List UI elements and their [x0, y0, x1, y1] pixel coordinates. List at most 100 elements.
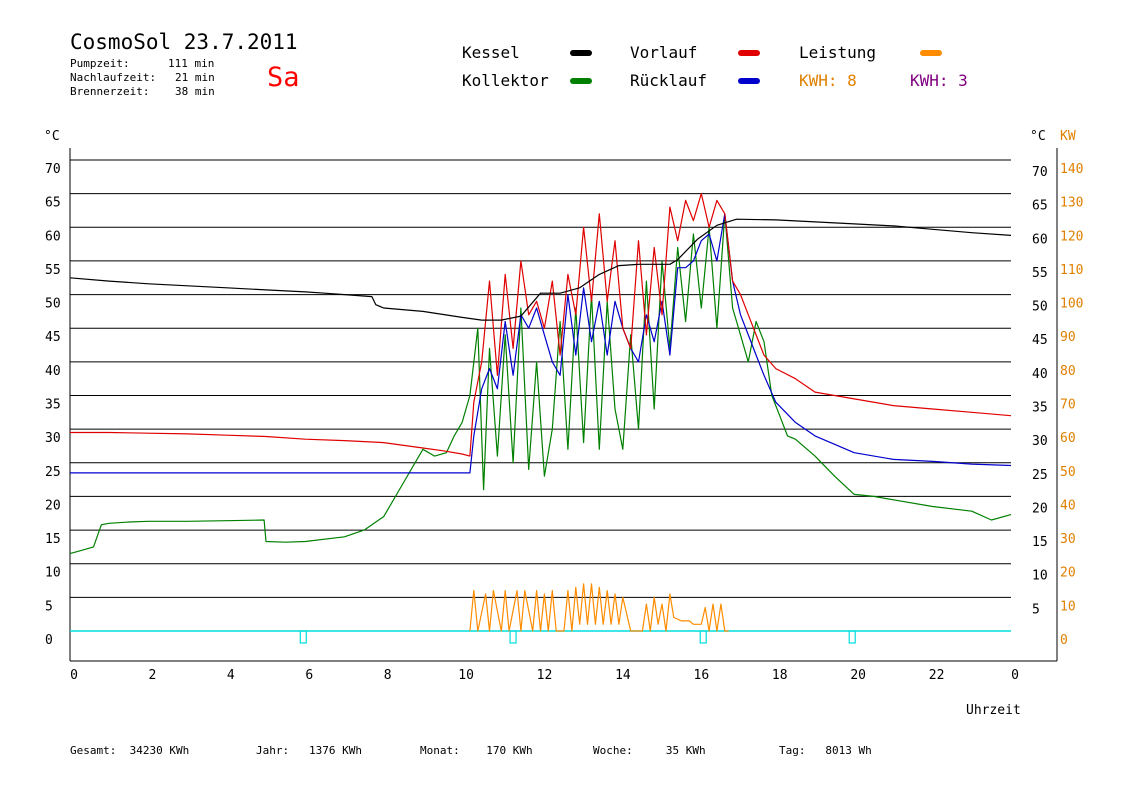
y-tick-right-power: 140 [1060, 162, 1083, 177]
y-tick-right-temp: 60 [1032, 232, 1048, 247]
y-tick-right-power: 0 [1060, 633, 1068, 648]
y-tick-left: 45 [45, 330, 61, 345]
y-tick-right-power: 80 [1060, 364, 1076, 379]
footer-monat: Monat: 170 KWh [420, 744, 533, 757]
monat-value: 170 KWh [486, 744, 533, 757]
footer-gesamt: Gesamt: 34230 KWh [70, 744, 189, 757]
y-tick-right-power: 50 [1060, 465, 1076, 480]
y-tick-right-temp: 40 [1032, 367, 1048, 382]
legend-ruecklauf-swatch [738, 78, 760, 84]
series-kessel [69, 218, 1012, 321]
grid-lines [70, 159, 1011, 598]
legend-kessel-swatch [570, 50, 592, 56]
nachlaufzeit-value: 21 min [175, 71, 215, 84]
kwh-solar-value: 8 [847, 71, 857, 90]
y-tick-right-temp: 5 [1032, 602, 1040, 617]
y-tick-right-power: 40 [1060, 498, 1076, 513]
x-tick-label: 2 [149, 668, 157, 683]
y-tick-right-temp: 20 [1032, 501, 1048, 516]
y-tick-left: 70 [45, 162, 61, 177]
y-axis-unit-right-power: KW [1060, 129, 1076, 144]
kwh-solar-label: KWH: [799, 71, 838, 90]
data-series [69, 193, 1012, 632]
x-tick-label: 0 [70, 668, 78, 683]
y-tick-right-power: 20 [1060, 566, 1076, 581]
y-tick-left: 10 [45, 566, 61, 581]
kwh-brenner-value: 3 [958, 71, 968, 90]
series-kollektor [69, 213, 1012, 555]
y-tick-right-power: 70 [1060, 398, 1076, 413]
y-tick-left: 55 [45, 263, 61, 278]
series-leistung [469, 583, 729, 632]
y-tick-left: 20 [45, 498, 61, 513]
legend-leistung-label: Leistung [799, 43, 877, 62]
legend-vorlauf-label: Vorlauf [630, 43, 698, 62]
y-tick-right-temp: 30 [1032, 434, 1048, 449]
nachlaufzeit-label: Nachlaufzeit: [70, 71, 157, 84]
x-tick-label: 4 [227, 668, 235, 683]
tick-labels: 0510152025303540455055606570510152025303… [45, 162, 1083, 683]
x-axis-label: Uhrzeit [966, 703, 1021, 718]
footer-jahr: Jahr: 1376 KWh [256, 744, 362, 757]
x-tick-label: 14 [615, 668, 631, 683]
y-tick-right-power: 120 [1060, 229, 1083, 244]
burner-markers [299, 630, 856, 644]
x-tick-label: 12 [537, 668, 553, 683]
gesamt-label: Gesamt: [70, 744, 117, 757]
y-tick-right-power: 90 [1060, 330, 1076, 345]
chart-axes [69, 148, 1058, 662]
tag-value: 8013 Wh [825, 744, 872, 757]
woche-label: Woche: [593, 744, 633, 757]
weekday-label: Sa [267, 62, 300, 93]
y-tick-right-power: 30 [1060, 532, 1076, 547]
legend-kwh-brenner: KWH: 3 [910, 71, 968, 90]
y-tick-right-power: 130 [1060, 196, 1083, 211]
marker [699, 630, 707, 644]
x-tick-label: 16 [694, 668, 710, 683]
monat-label: Monat: [420, 744, 460, 757]
brennerzeit-value: 38 min [175, 85, 215, 98]
marker [509, 630, 517, 644]
y-tick-right-power: 110 [1060, 263, 1083, 278]
y-tick-left: 60 [45, 229, 61, 244]
woche-value: 35 KWh [665, 744, 706, 757]
y-tick-right-temp: 35 [1032, 401, 1048, 416]
y-axis-unit-left: °C [44, 129, 60, 144]
y-tick-left: 5 [45, 599, 53, 614]
runtime-info: Pumpzeit: 111 min Nachlaufzeit: 21 min B… [70, 57, 215, 99]
y-tick-left: 50 [45, 297, 61, 312]
y-tick-left: 40 [45, 364, 61, 379]
brennerzeit-label: Brennerzeit: [70, 85, 150, 98]
pumpzeit-value: 111 min [168, 57, 215, 70]
jahr-label: Jahr: [256, 744, 290, 757]
y-tick-right-temp: 65 [1032, 199, 1048, 214]
x-tick-label: 20 [850, 668, 866, 683]
y-tick-right-power: 10 [1060, 599, 1076, 614]
y-tick-right-power: 100 [1060, 297, 1083, 312]
legend-vorlauf-swatch [738, 50, 760, 56]
series-ruecklauf [70, 213, 1012, 474]
pumpzeit-label: Pumpzeit: [70, 57, 130, 70]
x-tick-label: 10 [458, 668, 474, 683]
y-tick-right-temp: 70 [1032, 165, 1048, 180]
y-tick-right-temp: 50 [1032, 300, 1048, 315]
y-tick-right-temp: 45 [1032, 333, 1048, 348]
legend-kollektor-swatch [570, 78, 592, 84]
jahr-value: 1376 KWh [309, 744, 362, 757]
y-tick-left: 30 [45, 431, 61, 446]
x-tick-label: 6 [305, 668, 313, 683]
footer-woche: Woche: 35 KWh [593, 744, 706, 757]
y-tick-right-temp: 10 [1032, 569, 1048, 584]
y-tick-left: 0 [45, 633, 53, 648]
y-tick-right-power: 60 [1060, 431, 1076, 446]
chart-title: CosmoSol 23.7.2011 [70, 30, 298, 54]
gesamt-value: 34230 KWh [129, 744, 190, 757]
x-tick-label: 18 [772, 668, 788, 683]
kwh-brenner-label: KWH: [910, 71, 949, 90]
y-tick-left: 25 [45, 465, 61, 480]
y-tick-left: 15 [45, 532, 61, 547]
y-tick-left: 35 [45, 398, 61, 413]
marker [848, 630, 856, 644]
y-tick-left: 65 [45, 196, 61, 211]
